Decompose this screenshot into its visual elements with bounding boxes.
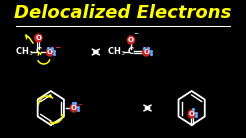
Circle shape bbox=[143, 48, 150, 56]
Circle shape bbox=[70, 104, 77, 112]
Text: O: O bbox=[143, 49, 149, 55]
Text: Delocalized Electrons: Delocalized Electrons bbox=[14, 4, 232, 22]
Text: C: C bbox=[35, 47, 41, 56]
Text: O: O bbox=[47, 49, 53, 55]
Text: O: O bbox=[35, 35, 41, 41]
Text: $^-$: $^-$ bbox=[77, 100, 84, 109]
Text: O: O bbox=[71, 105, 77, 111]
Text: $^-$: $^-$ bbox=[132, 30, 139, 39]
Text: $^-$: $^-$ bbox=[53, 45, 62, 55]
Text: C: C bbox=[128, 47, 134, 56]
Text: CH$_3$: CH$_3$ bbox=[15, 46, 33, 58]
Text: O: O bbox=[189, 111, 195, 117]
Circle shape bbox=[188, 110, 195, 118]
Circle shape bbox=[35, 34, 42, 42]
Text: CH$_3$: CH$_3$ bbox=[108, 46, 126, 58]
Circle shape bbox=[127, 36, 135, 44]
Text: O: O bbox=[128, 37, 134, 43]
Circle shape bbox=[46, 48, 53, 56]
